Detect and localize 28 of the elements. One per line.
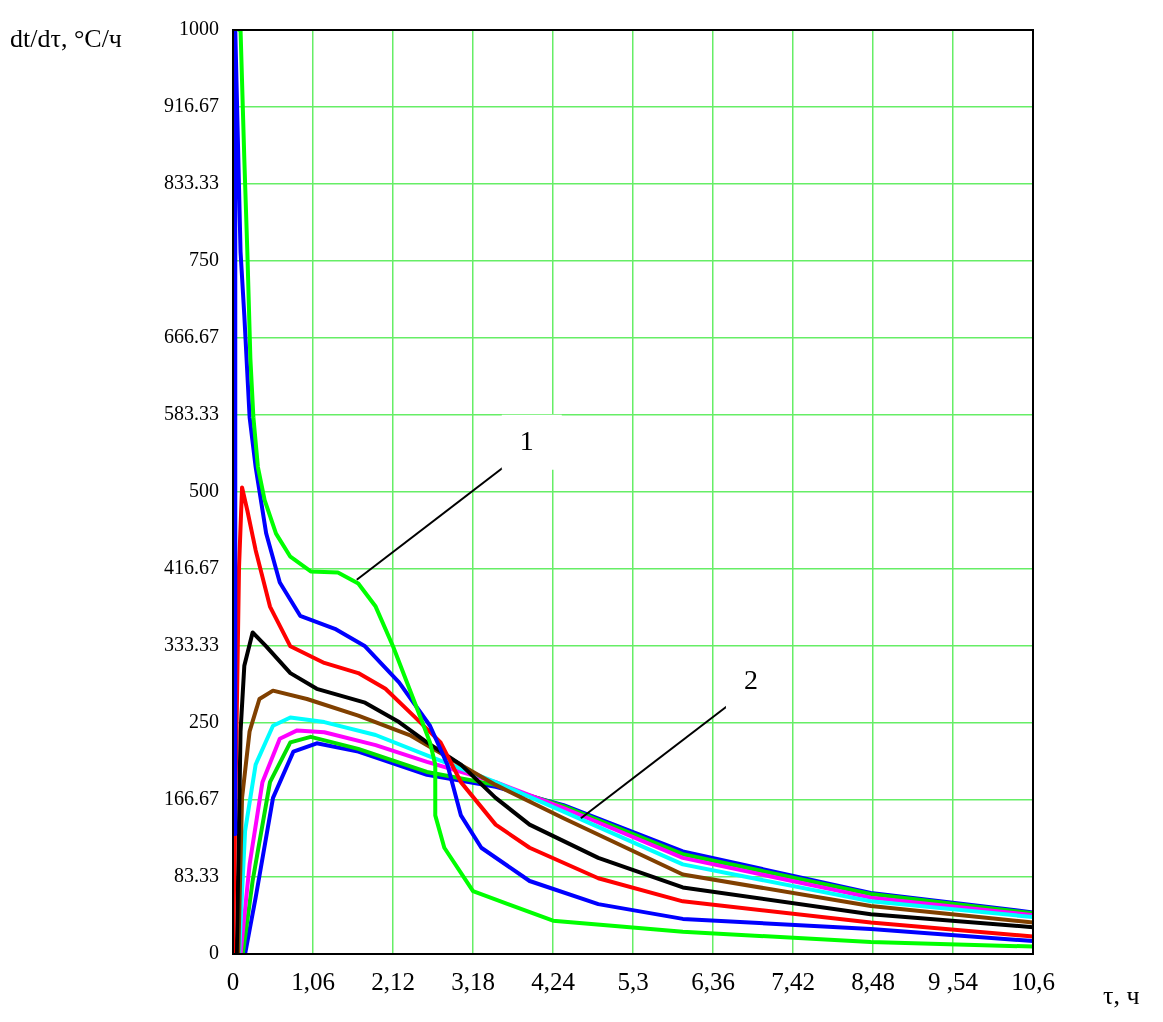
y-tick-label: 0 — [209, 941, 219, 964]
y-tick-label: 333.33 — [164, 633, 219, 656]
y-tick-label: 166.67 — [164, 787, 219, 810]
y-tick-label: 916.67 — [164, 94, 219, 117]
annotation: 2 — [743, 663, 758, 695]
y-tick-label: 750 — [189, 248, 219, 271]
x-tick-label: 6,36 — [691, 967, 735, 995]
x-tick-label: 5,3 — [617, 967, 649, 995]
x-tick-label: 0 — [226, 967, 240, 995]
y-tick-label: 83.33 — [174, 864, 219, 887]
y-tick-label: 250 — [189, 710, 219, 733]
y-tick-label: 666.67 — [164, 325, 219, 348]
annotation: 1 — [519, 425, 534, 457]
x-tick-label: 2,12 — [371, 967, 415, 995]
y-tick-label: 416.67 — [164, 556, 219, 579]
y-tick-label: 500 — [189, 479, 219, 502]
x-axis-title: τ, ч — [1103, 980, 1140, 1010]
x-tick-label: 10,6 — [1011, 967, 1055, 995]
y-tick-label: 583.33 — [164, 402, 219, 425]
x-tick-label: 1,06 — [291, 967, 335, 995]
y-axis-title: dt/dτ, °C/ч — [10, 23, 122, 53]
x-tick-label: 4,24 — [531, 967, 576, 995]
y-tick-label: 833.33 — [164, 171, 219, 194]
x-tick-label: 8,48 — [851, 967, 895, 995]
y-tick-label: 1000 — [179, 17, 219, 40]
x-tick-label: 7,42 — [771, 967, 815, 995]
x-tick-label: 9 ,54 — [928, 967, 979, 995]
x-tick-label: 3,18 — [451, 967, 495, 995]
